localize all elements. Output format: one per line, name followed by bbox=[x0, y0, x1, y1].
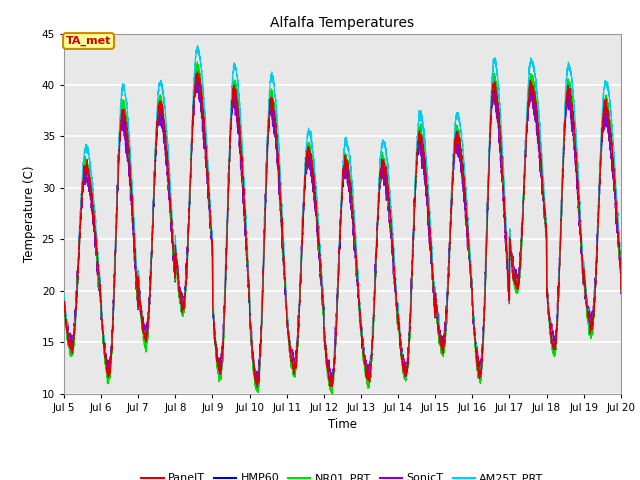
Legend: PanelT, HMP60, NR01_PRT, SonicT, AM25T_PRT: PanelT, HMP60, NR01_PRT, SonicT, AM25T_P… bbox=[137, 469, 548, 480]
X-axis label: Time: Time bbox=[328, 418, 357, 431]
Title: Alfalfa Temperatures: Alfalfa Temperatures bbox=[270, 16, 415, 30]
Text: TA_met: TA_met bbox=[66, 36, 111, 46]
Y-axis label: Temperature (C): Temperature (C) bbox=[23, 165, 36, 262]
